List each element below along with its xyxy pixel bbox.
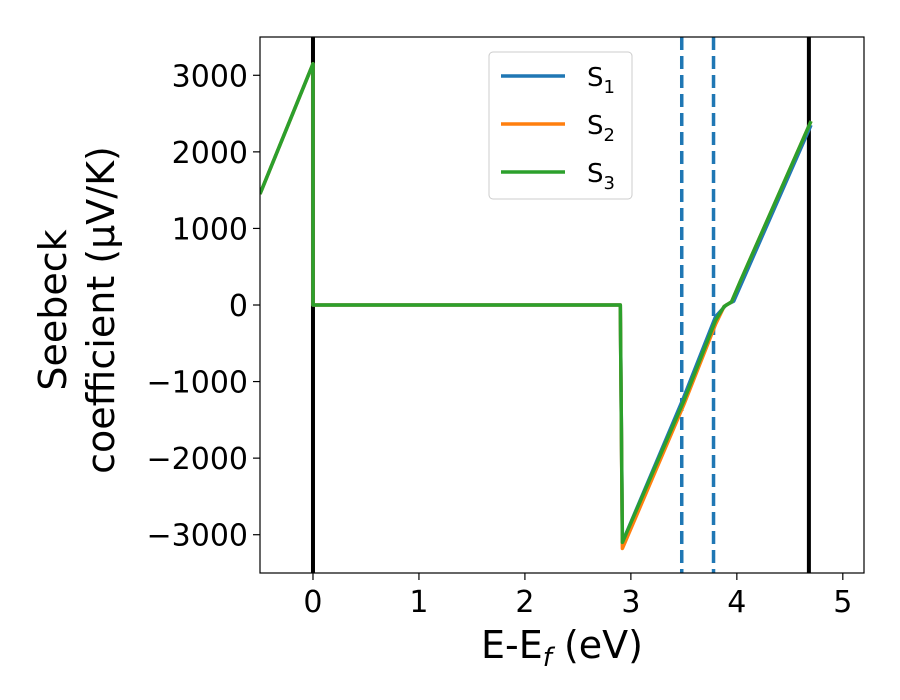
x-tick-label: 4 (727, 585, 746, 620)
x-tick-label: 1 (409, 585, 428, 620)
legend: S1 S2 S3 (488, 51, 633, 200)
x-axis-title-tail: (eV) (552, 623, 643, 667)
y-axis-title-line1: Seebeck (31, 229, 75, 390)
x-axis-title-main: E-E (481, 623, 543, 667)
y-tick-label: 0 (229, 289, 248, 324)
y-tick-label: 1000 (172, 212, 248, 247)
x-axis: 0 1 2 3 4 5 (303, 573, 852, 620)
y-axis: 3000 2000 1000 0 −1000 −2000 −3000 (147, 59, 260, 554)
y-axis-title: Seebeck coefficient (μV/K) (31, 146, 123, 474)
x-axis-title: E-Ef (eV) (481, 623, 643, 673)
series-lines (260, 62, 813, 551)
legend-label-s2: S2 (587, 111, 615, 146)
y-axis-title-line2: coefficient (μV/K) (79, 146, 123, 474)
y-tick-label: 2000 (172, 136, 248, 171)
legend-label-s1: S1 (587, 63, 615, 98)
x-tick-label: 3 (621, 585, 640, 620)
y-tick-label: −3000 (147, 519, 248, 554)
y-tick-label: −1000 (147, 366, 248, 401)
legend-label-s3: S3 (587, 159, 615, 194)
x-tick-label: 2 (515, 585, 534, 620)
x-tick-label: 0 (303, 585, 322, 620)
series-line-s3 (260, 62, 813, 545)
x-tick-label: 5 (833, 585, 852, 620)
y-tick-label: 3000 (172, 59, 248, 94)
y-tick-label: −2000 (147, 442, 248, 477)
